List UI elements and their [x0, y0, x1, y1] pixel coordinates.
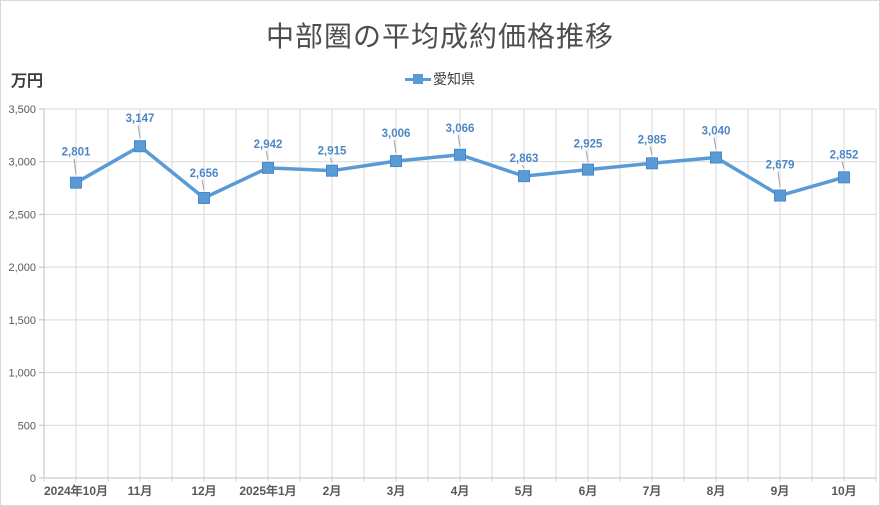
- data-label-leader-line: [73, 158, 77, 175]
- legend-series-label: 愛知県: [433, 71, 475, 87]
- x-tick-label: 8月: [707, 484, 726, 498]
- data-label-leader-line: [329, 157, 333, 163]
- y-tick-label: 1,000: [8, 368, 36, 380]
- data-point-marker: [70, 176, 82, 189]
- data-point-marker: [774, 189, 786, 202]
- data-point-label: 2,915: [318, 146, 347, 158]
- data-point-label: 2,679: [766, 160, 795, 172]
- data-point-label: 2,656: [190, 168, 219, 180]
- data-label-leader-line: [585, 150, 589, 162]
- x-tick-label: 7月: [643, 484, 662, 498]
- data-point-label: 2,863: [510, 153, 539, 165]
- x-tick-label: 12月: [191, 484, 216, 498]
- x-tick-label: 2024年10月: [44, 483, 108, 498]
- data-label-leader-line: [841, 161, 845, 170]
- data-point-marker: [838, 171, 850, 184]
- data-point-label: 2,985: [638, 134, 667, 146]
- data-point-marker: [198, 191, 210, 204]
- x-tick-label: 10月: [831, 484, 856, 498]
- x-tick-label: 4月: [451, 484, 470, 498]
- data-point-marker: [262, 161, 274, 174]
- data-label-leader-line: [457, 134, 461, 147]
- data-point-marker: [582, 163, 594, 176]
- x-tick-label: 3月: [387, 484, 406, 498]
- data-label-leader-line: [521, 164, 525, 169]
- y-tick-label: 0: [30, 473, 36, 485]
- data-label-leader-line: [137, 125, 141, 139]
- x-tick-label: 6月: [579, 484, 598, 498]
- data-point-marker: [390, 155, 402, 168]
- data-label-leader-line: [649, 146, 653, 156]
- data-label-leader-line: [393, 140, 397, 154]
- data-point-label: 3,147: [126, 113, 155, 125]
- data-label-leader-line: [713, 137, 717, 150]
- x-tick-label: 2月: [323, 484, 342, 498]
- chart-legend: 愛知県: [1, 69, 879, 89]
- data-point-marker: [710, 151, 722, 164]
- data-point-marker: [646, 157, 658, 170]
- y-axis-unit-label: 万円: [11, 73, 44, 90]
- data-point-marker: [454, 148, 466, 161]
- y-tick-label: 1,500: [8, 315, 36, 327]
- data-point-marker: [518, 170, 530, 183]
- y-tick-label: 2,000: [8, 262, 36, 274]
- legend-marker-icon: [413, 73, 423, 84]
- data-label-leader-line: [201, 179, 205, 191]
- data-point-label: 3,006: [382, 128, 411, 140]
- data-label-leader-line: [265, 150, 269, 160]
- y-tick-label: 500: [18, 420, 36, 432]
- data-point-label: 2,852: [830, 149, 859, 161]
- data-point-label: 2,942: [254, 139, 283, 151]
- data-point-label: 3,040: [702, 125, 731, 137]
- data-label-leader-line: [777, 171, 781, 188]
- data-point-marker: [326, 164, 338, 177]
- y-tick-label: 3,500: [8, 104, 36, 116]
- data-point-label: 2,801: [62, 147, 91, 159]
- data-point-label: 3,066: [446, 123, 475, 135]
- y-tick-label: 2,500: [8, 209, 36, 221]
- x-tick-label: 2025年1月: [239, 483, 296, 498]
- data-point-marker: [134, 140, 146, 153]
- legend-line-icon: [405, 73, 431, 84]
- data-point-label: 2,925: [574, 139, 603, 151]
- y-tick-label: 3,000: [8, 157, 36, 169]
- x-tick-label: 9月: [771, 484, 790, 498]
- x-tick-label: 11月: [128, 484, 153, 498]
- x-tick-label: 5月: [515, 484, 534, 498]
- chart-title: 中部圏の平均成約価格推移: [265, 21, 614, 52]
